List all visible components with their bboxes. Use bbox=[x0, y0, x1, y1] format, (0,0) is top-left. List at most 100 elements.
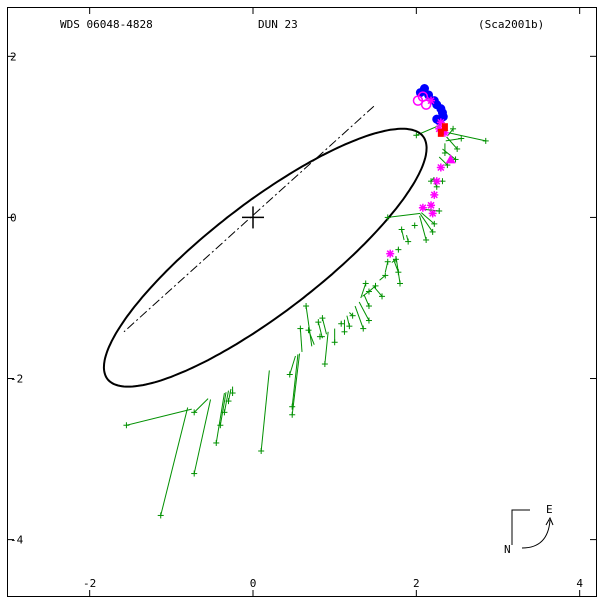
residual-line bbox=[305, 305, 313, 347]
micrometer-point bbox=[258, 448, 265, 455]
micrometer-point bbox=[482, 137, 489, 144]
residual-line bbox=[215, 392, 225, 444]
residual-line bbox=[420, 212, 435, 225]
micrometer-point bbox=[395, 246, 402, 253]
micrometer-point bbox=[289, 403, 296, 410]
x-tick-label: 4 bbox=[576, 577, 583, 590]
micrometer-point bbox=[384, 258, 391, 265]
micrometer-point bbox=[341, 328, 348, 335]
residual-line bbox=[308, 330, 315, 345]
residual-line bbox=[448, 132, 486, 142]
micrometer-point bbox=[286, 371, 293, 378]
recent-point bbox=[441, 123, 448, 132]
micrometer-point bbox=[365, 288, 372, 295]
micrometer-point bbox=[360, 325, 367, 332]
micrometer-point bbox=[331, 339, 338, 346]
residual-line bbox=[291, 353, 301, 415]
micrometer-point bbox=[225, 398, 232, 405]
photographic-point bbox=[386, 249, 395, 258]
photographic-point bbox=[436, 163, 445, 172]
discoverer-label: DUN 23 bbox=[258, 18, 298, 31]
micrometer-point bbox=[431, 220, 438, 227]
micrometer-point bbox=[157, 512, 164, 519]
residual-line bbox=[354, 305, 364, 329]
residual-line bbox=[260, 370, 270, 452]
line-of-nodes bbox=[123, 105, 375, 333]
photographic-point bbox=[418, 203, 427, 212]
speckle-point bbox=[420, 99, 432, 110]
micrometer-point bbox=[405, 238, 412, 245]
micrometer-point bbox=[349, 312, 356, 319]
micrometer-point bbox=[365, 317, 372, 324]
photographic-point bbox=[428, 209, 437, 218]
micrometer-point bbox=[454, 145, 461, 152]
residual-line bbox=[317, 322, 323, 339]
y-tick-label: -4 bbox=[10, 534, 24, 547]
residual-line bbox=[289, 355, 296, 375]
residual-line bbox=[324, 331, 329, 365]
y-tick-label: -2 bbox=[10, 373, 23, 386]
residual-lines bbox=[126, 124, 486, 516]
residual-line bbox=[446, 136, 458, 150]
residual-line bbox=[387, 212, 421, 218]
micrometer-point bbox=[397, 280, 403, 287]
micrometer-point bbox=[346, 323, 353, 330]
residual-line bbox=[291, 354, 299, 407]
micrometer-point bbox=[213, 439, 220, 446]
residual-line bbox=[160, 407, 189, 516]
residual-line bbox=[419, 215, 427, 241]
micrometer-point bbox=[436, 207, 443, 214]
compass-bracket bbox=[511, 509, 530, 545]
compass-east-label: E bbox=[546, 503, 553, 516]
micrometer-point bbox=[441, 149, 448, 156]
x-tick-label: -2 bbox=[83, 577, 96, 590]
residual-line bbox=[363, 294, 370, 307]
micrometer-point bbox=[191, 470, 198, 477]
residual-line bbox=[447, 128, 454, 136]
micrometer-point bbox=[450, 125, 457, 132]
micrometer-point bbox=[321, 361, 328, 368]
micrometer-point bbox=[398, 226, 405, 233]
micrometer-point bbox=[411, 222, 418, 229]
x-tick-label: 2 bbox=[413, 577, 420, 590]
y-tick-label: 0 bbox=[10, 211, 17, 224]
photographic-point bbox=[432, 177, 441, 186]
micrometer-point bbox=[123, 422, 130, 429]
micrometer-point bbox=[305, 327, 312, 334]
residual-line bbox=[126, 408, 192, 426]
photographic-point bbox=[430, 190, 439, 199]
micrometer-point bbox=[289, 411, 296, 418]
interferometric-point bbox=[420, 84, 429, 94]
residual-line bbox=[193, 398, 209, 413]
micrometer-point bbox=[372, 282, 379, 289]
residual-line bbox=[358, 301, 370, 321]
residual-line bbox=[299, 328, 303, 352]
observation-markers bbox=[123, 84, 489, 519]
micrometer-point bbox=[191, 409, 198, 416]
x-tick-label: 0 bbox=[250, 577, 257, 590]
photographic-point bbox=[427, 201, 436, 210]
orbit-ellipse bbox=[102, 127, 428, 388]
micrometer-point bbox=[392, 256, 399, 263]
axis-tick-labels: -2 0 2 4 2 0 -2 -4 bbox=[10, 50, 583, 590]
micrometer-point bbox=[229, 390, 236, 397]
micrometer-point bbox=[303, 303, 310, 310]
micrometer-point bbox=[413, 132, 420, 139]
triangle-point bbox=[445, 154, 456, 164]
residual-line bbox=[438, 156, 448, 166]
residual-line bbox=[349, 312, 353, 317]
micrometer-point bbox=[297, 325, 304, 332]
compass-arrowhead-icon bbox=[545, 516, 554, 526]
micrometer-point bbox=[452, 156, 459, 163]
residual-line bbox=[193, 399, 212, 474]
micrometer-point bbox=[365, 303, 372, 310]
recent-point bbox=[437, 128, 444, 137]
photographic-point bbox=[427, 96, 436, 105]
micrometer-point bbox=[379, 293, 386, 300]
orbit-layer bbox=[102, 105, 428, 388]
residual-line bbox=[379, 275, 386, 281]
y-tick-label: 2 bbox=[10, 50, 17, 63]
micrometer-point bbox=[384, 214, 391, 221]
micrometer-point bbox=[362, 280, 369, 287]
